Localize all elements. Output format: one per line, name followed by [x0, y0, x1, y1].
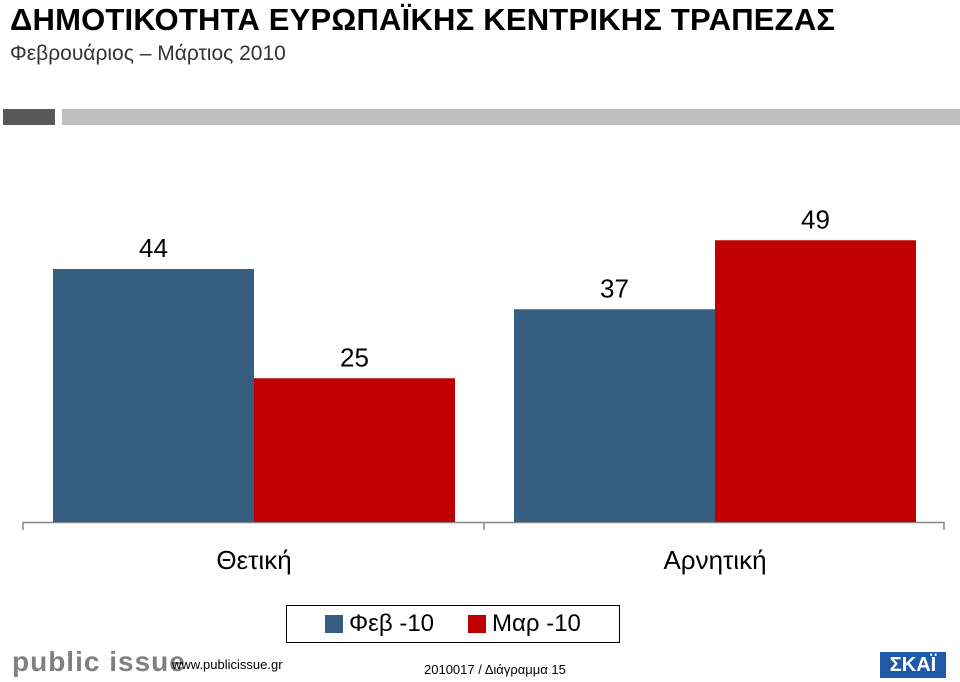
footer-diagram-code: 2010017 / Διάγραμμα 15	[424, 662, 566, 677]
footer-url[interactable]: www.publicissue.gr	[172, 657, 283, 672]
bar-feb-1	[514, 309, 715, 522]
data-label-mar-1: 49	[801, 204, 830, 234]
data-label-mar-0: 25	[340, 342, 369, 372]
legend-swatch-mar	[468, 615, 487, 633]
legend-label-mar: Μαρ -10	[492, 610, 581, 637]
bar-mar-1	[715, 240, 916, 522]
skai-logo: ΣΚΑΪ	[880, 652, 946, 678]
legend-item-feb: Φεβ -10	[325, 610, 434, 638]
chart-legend: Φεβ -10 Μαρ -10	[286, 605, 620, 643]
legend-swatch-feb	[325, 615, 343, 633]
data-label-feb-0: 44	[139, 233, 168, 263]
bar-feb-0	[53, 269, 254, 522]
page-title: ΔΗΜΟΤΙΚΟΤΗΤΑ ΕΥΡΩΠΑΪΚΗΣ ΚΕΝΤΡΙΚΗΣ ΤΡΑΠΕΖ…	[10, 2, 836, 37]
header-divider-light	[62, 109, 960, 125]
bar-chart: 44 25 37 49	[22, 204, 945, 530]
category-label-negative: Αρνητική	[663, 545, 767, 575]
public-issue-logo: public issue	[12, 646, 186, 677]
legend-item-mar: Μαρ -10	[468, 610, 581, 638]
page-subtitle: Φεβρουάριος – Μάρτιος 2010	[10, 42, 286, 65]
header-divider-dark	[3, 109, 55, 125]
legend-label-feb: Φεβ -10	[349, 610, 435, 637]
bar-mar-0	[254, 378, 455, 522]
data-label-feb-1: 37	[600, 273, 629, 303]
category-label-positive: Θετική	[216, 545, 292, 575]
